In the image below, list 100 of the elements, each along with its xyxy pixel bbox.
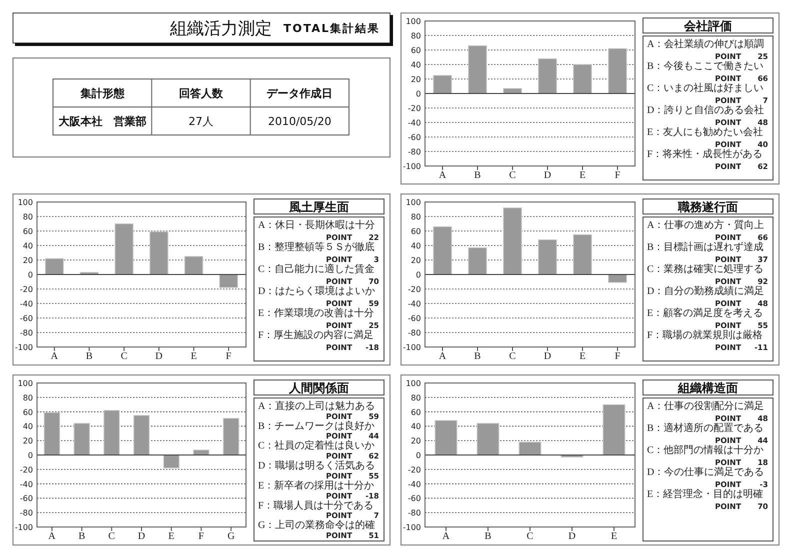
x-tick-label: F	[198, 531, 204, 542]
text: E：新卒者の採用は十分か	[258, 479, 374, 492]
x-tick-label: E	[610, 531, 618, 542]
x-tick-label: B	[474, 351, 482, 362]
y-tick-label: -20	[408, 104, 421, 113]
bar	[103, 410, 120, 456]
bar	[184, 256, 204, 275]
text: 組織活力測定	[169, 19, 272, 38]
y-tick-label: -60	[20, 314, 33, 323]
x-tick-label: B	[484, 531, 492, 542]
y-tick-label: 40	[410, 242, 421, 250]
y-tick-label: -60	[408, 494, 421, 504]
text: C：業務は確実に処理する	[647, 263, 764, 275]
text: A：仕事の役割配分に満足	[647, 400, 764, 412]
x-tick-label: D	[138, 531, 146, 542]
x-tick-label: A	[438, 351, 447, 362]
y-tick-label: 80	[22, 212, 33, 222]
text: B：適材適所の配置である	[647, 422, 764, 434]
y-tick-label: -40	[408, 300, 421, 308]
y-tick-label: -20	[408, 465, 421, 474]
bar	[476, 422, 500, 456]
y-tick-label: 80	[410, 32, 421, 40]
x-tick-label: E	[168, 531, 174, 542]
x-tick-label: F	[614, 351, 621, 362]
bar	[219, 274, 238, 288]
y-tick-label: 20	[410, 436, 421, 446]
y-tick-label: -80	[408, 508, 421, 518]
y-tick-label: -80	[408, 328, 421, 338]
y-tick-label: -40	[20, 300, 33, 308]
text: 大阪本社 営業部	[58, 115, 146, 128]
x-tick-label: E	[579, 351, 586, 362]
bar	[114, 223, 134, 275]
text: TOTAL集計結果	[283, 22, 380, 35]
x-tick-label: F	[614, 170, 621, 181]
y-tick-label: 20	[410, 256, 421, 265]
text: C：社員の定着性は良いか	[258, 440, 375, 452]
x-tick-label: A	[442, 531, 450, 542]
text: F：職場の就業規則は厳格	[647, 329, 763, 341]
text: A：会社業績の伸びは順調	[647, 38, 764, 50]
x-tick-label: B	[78, 531, 86, 542]
bar	[433, 74, 452, 94]
y-tick-label: 60	[22, 408, 33, 417]
text: B：整理整頓等５Ｓが徹底	[258, 241, 375, 253]
y-tick-label: -100	[14, 523, 33, 532]
y-tick-label: 40	[22, 422, 33, 432]
y-tick-label: -40	[408, 480, 421, 489]
text: G：上司の業務命令は的確	[258, 519, 376, 532]
y-tick-label: -80	[20, 508, 33, 518]
bar	[468, 45, 487, 94]
bar	[434, 420, 458, 456]
x-tick-label: D	[544, 351, 552, 362]
y-tick-label: 0	[416, 90, 421, 98]
text: E：経営理念・目的は明確	[647, 488, 764, 500]
x-tick-label: C	[526, 531, 534, 542]
x-tick-label: F	[226, 351, 232, 362]
text: 組織構造面	[677, 381, 738, 395]
bar	[538, 58, 557, 94]
text: B：チームワークは良好か	[258, 420, 375, 432]
y-tick-label: 20	[410, 75, 421, 84]
x-tick-label: B	[474, 170, 482, 181]
y-tick-label: 100	[406, 379, 421, 388]
x-tick-label: B	[86, 351, 93, 362]
y-tick-label: -100	[402, 162, 421, 171]
x-tick-label: C	[509, 351, 516, 362]
y-tick-label: -20	[20, 465, 33, 474]
text: D：はたらく環境はよいか	[258, 285, 376, 297]
y-tick-label: -60	[408, 314, 421, 323]
x-tick-label: G	[227, 531, 235, 542]
x-tick-label: D	[568, 531, 576, 542]
y-tick-label: -60	[20, 494, 33, 504]
bar	[602, 404, 626, 456]
y-tick-label: 80	[410, 393, 421, 402]
y-tick-label: 0	[28, 270, 33, 280]
text: E：顧客の満足度を考える	[647, 307, 764, 319]
text: D：今の仕事に満足である	[647, 466, 764, 478]
text: 人間関係面	[288, 381, 349, 395]
y-tick-label: 0	[416, 270, 421, 280]
bar	[468, 247, 487, 275]
bar	[433, 226, 452, 275]
y-tick-label: 100	[18, 379, 33, 388]
x-tick-label: A	[438, 170, 447, 181]
text: 会社評価	[683, 19, 732, 33]
text: A：直接の上司は魅力ある	[258, 400, 376, 412]
y-tick-label: -100	[14, 343, 33, 352]
text: F：厚生施設の内容に満足	[258, 329, 374, 341]
bar	[163, 454, 180, 468]
y-tick-label: 40	[22, 242, 33, 250]
y-tick-label: -20	[408, 285, 421, 294]
text: F：職場人員は十分である	[258, 499, 374, 512]
y-tick-label: 40	[410, 422, 421, 432]
bar	[222, 418, 240, 456]
x-tick-label: C	[509, 170, 516, 181]
y-tick-label: 100	[406, 17, 421, 26]
x-tick-label: E	[579, 170, 586, 181]
text: D：誇りと自信のある会社	[647, 104, 764, 116]
x-tick-label: A	[50, 351, 59, 362]
text: D：自分の勤務成績に満足	[647, 285, 764, 297]
y-tick-label: 80	[22, 393, 33, 402]
bar	[503, 207, 522, 275]
y-tick-label: 40	[410, 60, 421, 70]
